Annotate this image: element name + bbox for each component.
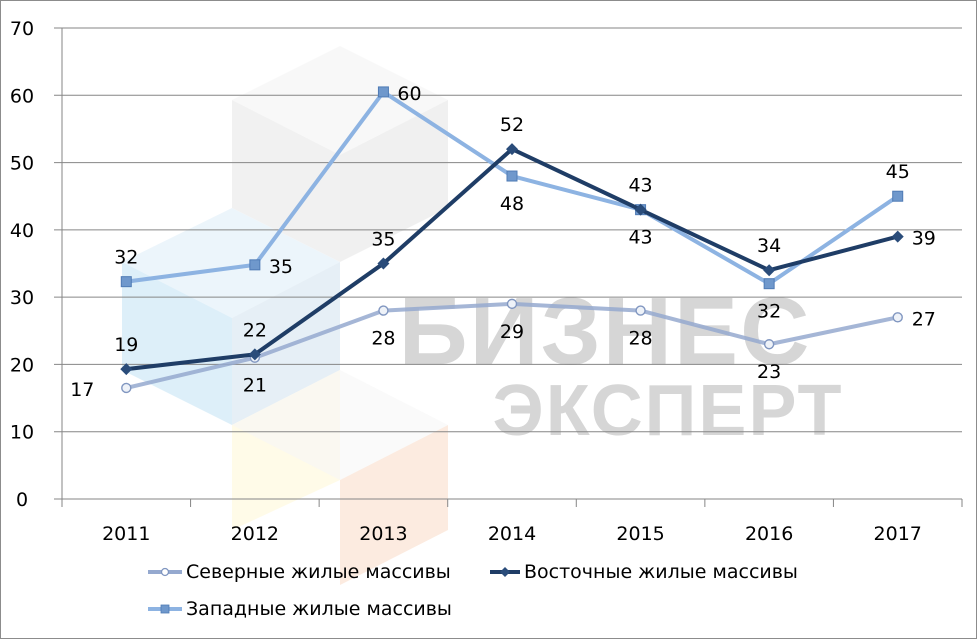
y-tick-label: 0 (16, 489, 28, 511)
data-label: 28 (628, 328, 652, 350)
y-tick-label: 20 (10, 354, 34, 376)
x-tick-label: 2014 (488, 523, 536, 545)
y-tick-label: 10 (10, 422, 34, 444)
x-tick-label: 2012 (231, 523, 279, 545)
series-lines (120, 86, 904, 394)
x-tick-label: 2017 (874, 523, 922, 545)
data-label: 52 (500, 114, 524, 136)
y-axis: 0 10 20 30 40 50 60 70 (10, 18, 63, 511)
diamond-marker-icon (490, 567, 520, 577)
x-tick-label: 2016 (745, 523, 793, 545)
data-label: 32 (757, 301, 781, 323)
legend-item-north[interactable]: Северные жилые массивы (148, 561, 451, 583)
data-label: 22 (243, 319, 267, 341)
legend-label: Северные жилые массивы (186, 561, 451, 583)
data-label: 21 (243, 375, 267, 397)
circle-marker-icon (148, 567, 182, 577)
data-label: 35 (371, 229, 395, 251)
y-tick-label: 60 (10, 85, 34, 107)
legend-label: Западные жилые массивы (186, 598, 452, 620)
legend-label: Восточные жилые массивы (524, 561, 798, 583)
x-tick-label: 2013 (359, 523, 407, 545)
data-label: 35 (269, 256, 293, 278)
square-marker-icon (148, 604, 182, 614)
legend-item-west[interactable]: Западные жилые массивы (148, 598, 452, 620)
data-label: 17 (70, 379, 94, 401)
data-label: 60 (397, 83, 421, 105)
series-1 (120, 143, 904, 376)
data-label: 43 (628, 175, 652, 197)
data-label: 34 (757, 235, 781, 257)
y-tick-label: 30 (10, 287, 34, 309)
gridlines (54, 27, 962, 500)
x-tick-label: 2015 (616, 523, 664, 545)
y-tick-label: 50 (10, 153, 34, 175)
data-label: 28 (371, 328, 395, 350)
data-label: 32 (114, 247, 138, 269)
svg-text:БИЗНЕС: БИЗНЕС (399, 278, 812, 385)
x-tick-label: 2011 (102, 523, 150, 545)
y-tick-label: 40 (10, 220, 34, 242)
data-label: 39 (912, 228, 936, 250)
data-labels: 17 21 28 29 28 23 27 32 35 60 48 43 32 45 19 22 35 52 43 34… (70, 83, 936, 401)
data-label: 29 (500, 321, 524, 343)
x-axis: 2011 2012 2013 2014 2015 2016 2017 (61, 499, 963, 545)
data-label: 19 (114, 334, 138, 356)
legend-item-east[interactable]: Восточные жилые массивы (490, 561, 798, 583)
data-label: 23 (757, 361, 781, 383)
data-label: 48 (500, 193, 524, 215)
data-label: 45 (886, 161, 910, 183)
svg-text:ЭКСПЕРТ: ЭКСПЕРТ (492, 371, 843, 451)
data-label: 43 (628, 227, 652, 249)
data-label: 27 (912, 308, 936, 330)
y-tick-label: 70 (10, 18, 34, 40)
